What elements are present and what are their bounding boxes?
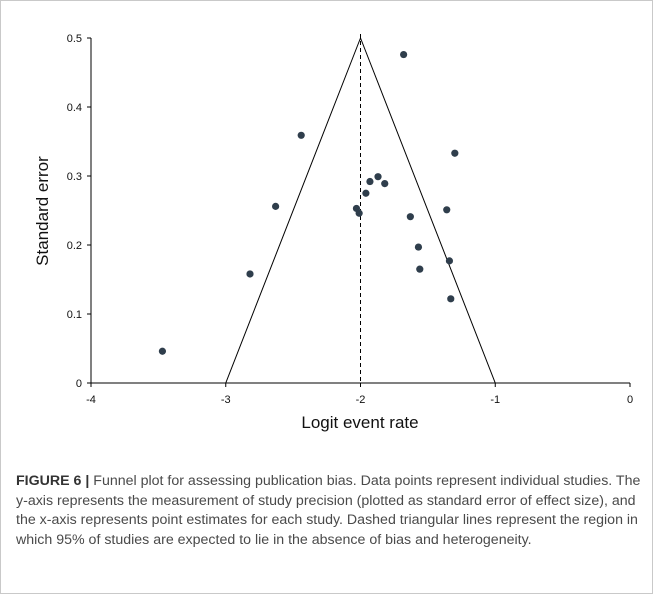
data-point [381, 179, 389, 188]
funnel-plot: 0 0.1 0.2 0.3 0.4 0.5 -4 -3 -2 -1 0 Logit event ra… [33, 33, 633, 432]
data-point [246, 270, 254, 278]
x-tick-label: -3 [221, 394, 231, 406]
data-point [443, 206, 451, 214]
funnel-right-edge [360, 37, 496, 384]
axes: 0 0.1 0.2 0.3 0.4 0.5 -4 -3 -2 -1 0 [67, 33, 633, 406]
data-point [297, 131, 305, 139]
y-tick-label: 0.5 [67, 33, 82, 45]
y-tick-label: 0.3 [67, 171, 82, 183]
data-point [400, 50, 408, 59]
x-axis-label: Logit event rate [301, 413, 418, 432]
x-tick-label: 0 [627, 394, 633, 406]
x-tick-label: -2 [356, 394, 366, 406]
y-tick-label: 0.2 [67, 240, 82, 252]
figure-label: FIGURE 6 | [16, 473, 90, 489]
data-point [366, 177, 374, 186]
data-point [158, 347, 167, 355]
y-tick-label: 0.1 [67, 309, 82, 321]
axis-labels: Logit event rate Standard error [33, 156, 419, 432]
data-point [451, 149, 459, 157]
data-point [355, 209, 363, 217]
data-point [374, 173, 382, 181]
data-point [272, 202, 280, 210]
y-axis-label: Standard error [33, 156, 52, 266]
data-points [158, 50, 459, 355]
data-point [406, 213, 414, 221]
x-tick-label: -1 [490, 394, 500, 406]
figure-caption: FIGURE 6 | Funnel plot for assessing pub… [16, 472, 641, 550]
data-point [416, 265, 424, 273]
y-tick-label: 0 [76, 378, 82, 390]
funnel [225, 34, 496, 384]
y-tick-label: 0.4 [67, 102, 82, 114]
data-point [414, 243, 423, 251]
data-point [447, 295, 455, 303]
data-point [445, 257, 454, 265]
funnel-left-edge [225, 37, 361, 384]
data-point [362, 189, 370, 197]
caption-text: Funnel plot for assessing publication bi… [16, 473, 641, 548]
x-tick-label: -4 [86, 394, 96, 406]
